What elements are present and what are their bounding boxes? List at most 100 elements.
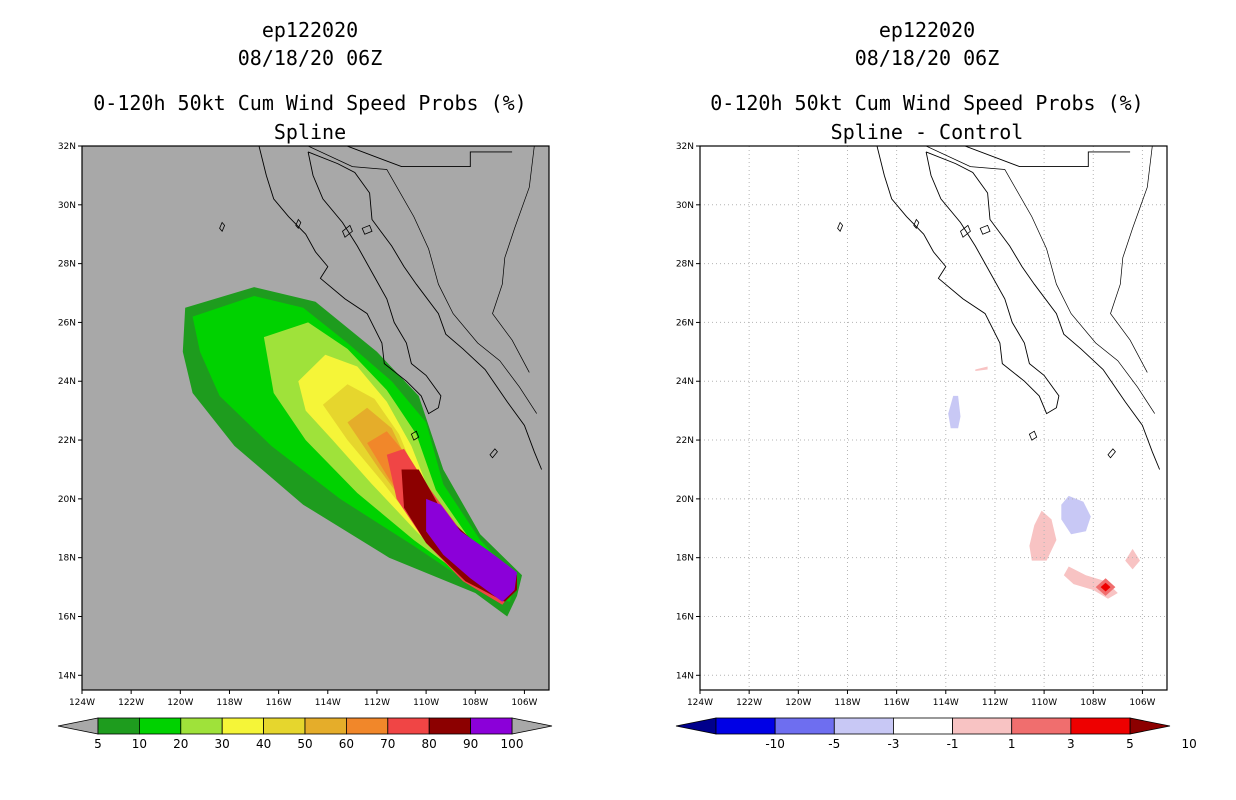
- left-x-tick-label: 122W: [118, 698, 144, 708]
- right-contour-3-2: [1029, 510, 1057, 561]
- right-colorbar-label: 10: [1182, 737, 1197, 751]
- right-colorbar-swatch-4: [952, 717, 1013, 735]
- right-y-tick-label: 28N: [676, 260, 694, 270]
- left-colorbar-label: 90: [463, 737, 478, 751]
- right-contour--3-1: [1061, 495, 1091, 535]
- left-y-tick-label: 16N: [58, 612, 76, 622]
- left-island-5: [489, 448, 498, 459]
- left-colorbar-label: 10: [132, 737, 147, 751]
- left-colorbar-label: 80: [422, 737, 437, 751]
- left-y-tick-label: 18N: [58, 554, 76, 564]
- left-state-boundary-0: [307, 146, 537, 414]
- left-colorbar-label: 40: [256, 737, 271, 751]
- left-x-tick-label: 106W: [511, 698, 537, 708]
- left-y-tick-label: 22N: [58, 436, 76, 446]
- left-coastline-1: [307, 151, 543, 470]
- left-state-boundary-1: [492, 146, 535, 373]
- left-x-tick-label: 124W: [69, 698, 95, 708]
- right-coastline-0: [876, 146, 1060, 415]
- right-colorbar: -10 -5 -3 -1 1 3 5 10: [675, 717, 1197, 751]
- right-colorbar-arrow-high: [1129, 717, 1171, 735]
- left-colorbar-label: 100: [501, 737, 524, 751]
- right-map-frame: [699, 145, 1168, 691]
- right-island-4: [1028, 430, 1038, 441]
- right-colorbar-swatch-2: [833, 717, 894, 735]
- left-x-tick-label: 108W: [462, 698, 488, 708]
- left-colorbar-swatch-8: [428, 717, 472, 735]
- right-colorbar-arrow-low: [675, 717, 717, 735]
- left-x-tick-label: 114W: [315, 698, 341, 708]
- right-coastline-2: [963, 146, 1131, 168]
- right-x-tick-label: 108W: [1080, 698, 1106, 708]
- left-x-tick-label: 118W: [216, 698, 242, 708]
- right-colorbar-label: -5: [828, 737, 840, 751]
- left-colorbar-swatch-6: [345, 717, 389, 735]
- left-colorbar-swatch-7: [387, 717, 430, 735]
- left-plot-area: [82, 146, 549, 690]
- left-y-tick-label: 28N: [58, 260, 76, 270]
- right-x-tick-label: 120W: [785, 698, 811, 708]
- right-colorbar-swatch-1: [774, 717, 835, 735]
- left-title-storm-id: ep122020: [261, 18, 359, 42]
- left-contour-90-9: [426, 498, 517, 602]
- right-y-tick-label: 18N: [676, 554, 694, 564]
- left-y-tick-label: 26N: [58, 318, 76, 328]
- left-colorbar-swatch-1: [138, 717, 182, 735]
- right-y-tick-label: 32N: [676, 142, 694, 152]
- right-colorbar-label: 5: [1126, 737, 1134, 751]
- right-coastline-1: [925, 151, 1161, 470]
- right-title-date: 08/18/20 06Z: [854, 46, 1000, 70]
- left-colorbar-swatch-4: [263, 717, 306, 735]
- left-colorbar-label: 20: [173, 737, 188, 751]
- left-island-2: [361, 224, 373, 235]
- left-map-frame: [81, 145, 550, 691]
- left-y-tick-label: 24N: [58, 377, 76, 387]
- right-island-0: [837, 221, 844, 233]
- right-colorbar-label: 3: [1067, 737, 1075, 751]
- left-colorbar-label: 70: [380, 737, 395, 751]
- left-title-method: Spline: [273, 120, 347, 144]
- right-colorbar-swatch-5: [1011, 717, 1072, 735]
- right-island-5: [1107, 448, 1116, 459]
- right-x-tick-label: 116W: [884, 698, 910, 708]
- left-coastline-2: [345, 146, 513, 168]
- right-contour--3-0: [948, 395, 961, 429]
- left-island-3: [342, 224, 353, 238]
- right-y-tick-label: 24N: [676, 377, 694, 387]
- left-colorbar-label: 60: [339, 737, 354, 751]
- left-colorbar: 5 10 20 30 40 50 60 70 80 90 100: [57, 717, 553, 751]
- right-contour-10-7: [1100, 582, 1111, 592]
- right-x-tick-label: 114W: [933, 698, 959, 708]
- left-title-date: 08/18/20 06Z: [237, 46, 383, 70]
- right-x-tick-label: 110W: [1031, 698, 1057, 708]
- left-island-4: [410, 430, 420, 441]
- right-plot-area: [700, 146, 1167, 690]
- left-title-product: 0-120h 50kt Cum Wind Speed Probs (%): [93, 91, 527, 115]
- right-colorbar-swatch-3: [893, 717, 953, 735]
- left-colorbar-label: 5: [94, 737, 102, 751]
- right-contour-3-4: [1125, 548, 1140, 570]
- right-x-tick-label: 122W: [736, 698, 762, 708]
- right-y-tick-label: 20N: [676, 495, 694, 505]
- right-island-3: [960, 224, 971, 238]
- right-state-boundary-0: [925, 146, 1155, 414]
- left-y-tick-label: 14N: [58, 671, 76, 681]
- left-colorbar-swatch-9: [470, 717, 513, 735]
- left-colorbar-swatch-2: [180, 717, 223, 735]
- right-map-background: [700, 146, 1167, 690]
- right-x-tick-label: 112W: [982, 698, 1008, 708]
- right-y-tick-label: 22N: [676, 436, 694, 446]
- left-colorbar-swatch-5: [304, 717, 347, 735]
- left-y-tick-label: 20N: [58, 495, 76, 505]
- right-state-boundary-1: [1110, 146, 1153, 373]
- left-x-tick-label: 110W: [413, 698, 439, 708]
- left-colorbar-swatch-0: [97, 717, 140, 735]
- left-island-1: [295, 218, 302, 230]
- right-title-storm-id: ep122020: [878, 18, 976, 42]
- right-title-product: 0-120h 50kt Cum Wind Speed Probs (%): [710, 91, 1144, 115]
- left-island-0: [219, 221, 226, 233]
- right-colorbar-label: 1: [1008, 737, 1016, 751]
- right-y-tick-label: 26N: [676, 318, 694, 328]
- right-y-tick-label: 16N: [676, 612, 694, 622]
